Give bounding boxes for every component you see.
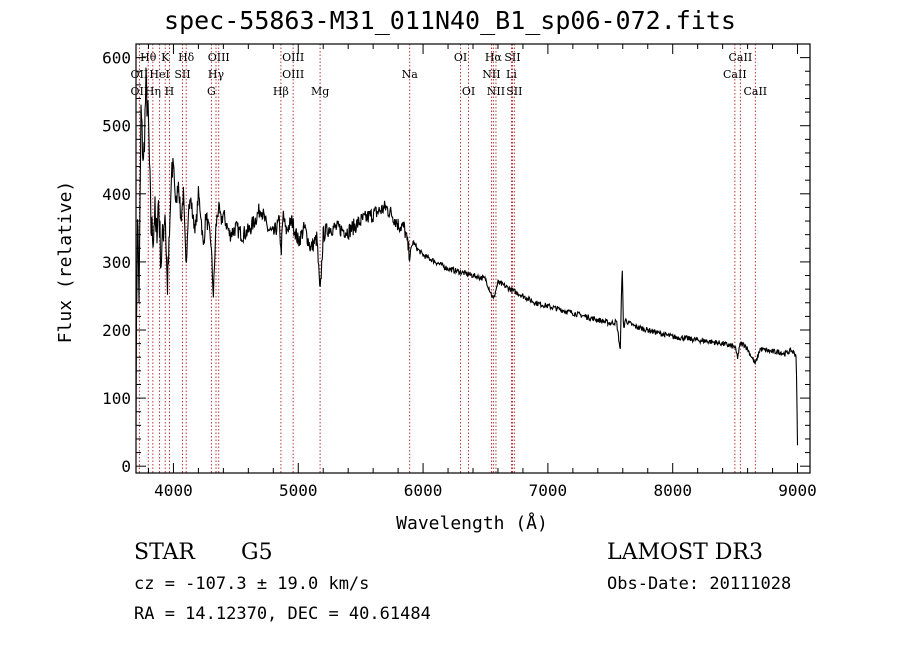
- spectral-line-label: SII: [174, 68, 190, 81]
- spectral-line-label: OIII: [282, 68, 304, 81]
- spectral-line-label: CaII: [743, 85, 767, 98]
- x-tick-label: 7000: [529, 481, 568, 500]
- spectral-line-label: NII: [482, 68, 500, 81]
- spectral-line-label: OI: [462, 85, 475, 98]
- x-tick-label: 4000: [154, 481, 193, 500]
- spectral-line-label: Mg: [311, 85, 329, 98]
- spectral-line-label: OII: [131, 68, 149, 81]
- spectral-line-label: Li: [506, 68, 517, 81]
- spectrum-line: [135, 67, 799, 446]
- y-tick-label: 100: [102, 389, 131, 408]
- x-axis-ticks: 4000 5000 6000 7000 8000 9000: [147, 44, 817, 500]
- object-subclass: G5: [241, 540, 273, 565]
- y-tick-label: 0: [121, 457, 131, 476]
- spectral-line-label: CaII: [729, 51, 753, 64]
- y-axis-label: Flux (relative): [55, 181, 76, 344]
- spectral-line-label: OII: [131, 85, 149, 98]
- y-axis-ticks: 0 100 200 300 400 500 600: [102, 49, 810, 476]
- spectral-line-label: NII: [487, 85, 505, 98]
- spectral-line-label: HeI: [149, 68, 169, 81]
- chart-title: spec-55863-M31_011N40_B1_sp06-072.fits: [164, 6, 736, 35]
- y-tick-label: 400: [102, 185, 131, 204]
- spectral-line-label: OIII: [208, 51, 230, 64]
- survey-name: LAMOST DR3: [607, 540, 763, 565]
- y-tick-label: 200: [102, 321, 131, 340]
- spectral-line-label: Hθ: [140, 51, 157, 64]
- x-tick-label: 9000: [778, 481, 817, 500]
- x-axis-label: Wavelength (Å): [396, 512, 548, 534]
- spectral-line-markers: [138, 44, 756, 473]
- spectral-line-labels: OII Hθ OII K HeI Hη SII H Hδ OIII Hγ G OIII OIII Hβ Mg N…: [131, 51, 768, 98]
- spectral-line-label: Na: [402, 68, 419, 81]
- spectral-line-label: H: [165, 85, 175, 98]
- coordinates: RA = 14.12370, DEC = 40.61484: [134, 604, 431, 624]
- spectral-line-label: Hδ: [178, 51, 195, 64]
- x-tick-label: 5000: [279, 481, 318, 500]
- plot-frame: [135, 43, 811, 474]
- spectral-line-label: G: [207, 85, 216, 98]
- spectral-line-label: Hα: [485, 51, 503, 64]
- y-tick-label: 600: [102, 49, 131, 68]
- radial-velocity: cz = -107.3 ± 19.0 km/s: [134, 574, 370, 594]
- spectral-line-label: Hβ: [273, 85, 289, 98]
- object-class: STAR: [134, 540, 195, 565]
- x-tick-label: 8000: [653, 481, 692, 500]
- spectral-line-label: Hγ: [208, 68, 225, 81]
- y-tick-label: 300: [102, 253, 131, 272]
- spectral-line-label: SII: [506, 85, 522, 98]
- observation-date: Obs-Date: 20111028: [607, 574, 792, 594]
- y-tick-label: 500: [102, 117, 131, 136]
- x-tick-label: 6000: [404, 481, 443, 500]
- spectral-line-label: CaII: [723, 68, 747, 81]
- spectral-line-label: SII: [504, 51, 520, 64]
- spectral-line-label: OI: [454, 51, 467, 64]
- spectral-line-label: Hη: [145, 85, 161, 98]
- spectral-line-label: OIII: [282, 51, 304, 64]
- spectral-line-label: K: [161, 51, 170, 64]
